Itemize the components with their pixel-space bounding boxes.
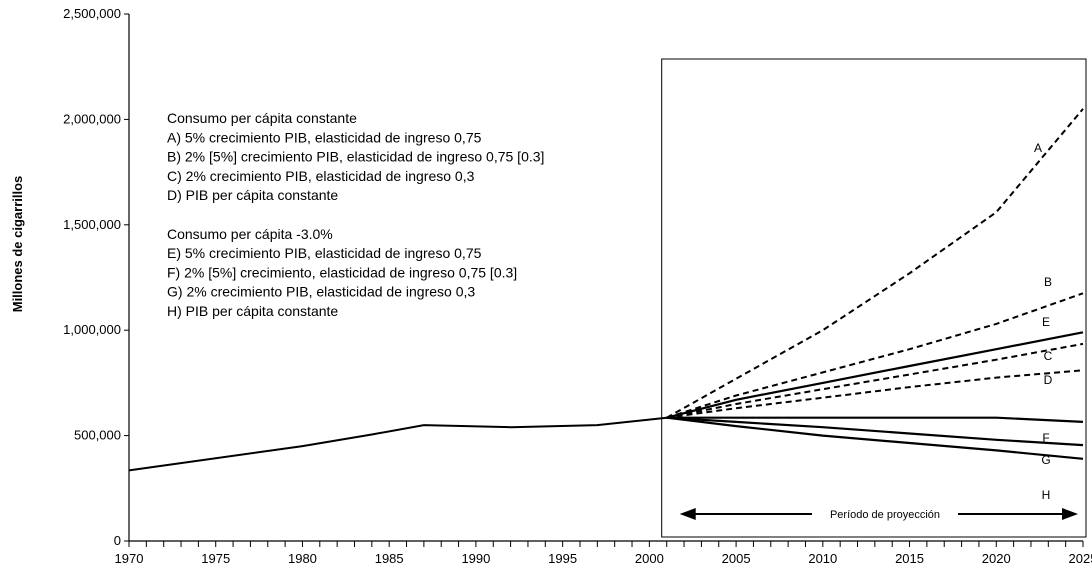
y-tick-label: 2,500,000 [63, 6, 121, 21]
series-label-h: H [1042, 488, 1051, 502]
legend-line: D) PIB per cápita constante [167, 187, 338, 203]
x-tick-label: 1990 [461, 551, 490, 566]
series-line-c [666, 342, 1084, 419]
legend-line: F) 2% [5%] crecimiento, elasticidad de i… [167, 264, 517, 280]
axes: 0 500,000 1,000,000 1,500,000 2,000,000 2,500… [63, 6, 1092, 566]
series-line-d [666, 369, 1084, 419]
x-tick-label: 2010 [808, 551, 837, 566]
legend: Consumo per cápita constante A) 5% crecim… [167, 110, 544, 319]
x-tick-label: 2015 [895, 551, 924, 566]
legend-line: G) 2% crecimiento PIB, elasticidad de in… [167, 284, 475, 300]
projection-box: Período de proyección [661, 58, 1087, 538]
legend-line: A) 5% crecimiento PIB, elasticidad de in… [167, 129, 482, 145]
y-tick-label: 1,500,000 [63, 217, 121, 232]
x-tick-label: 2025 [1069, 551, 1092, 566]
x-tick-label: 1985 [375, 551, 404, 566]
legend-line: Consumo per cápita -3.0% [167, 226, 333, 242]
series-label-d: D [1044, 373, 1053, 387]
x-tick-label: 1980 [288, 551, 317, 566]
x-tick-label: 1970 [115, 551, 144, 566]
historical-line [128, 416, 667, 472]
projection-arrow-right-head [1062, 508, 1078, 520]
x-tick-label: 2005 [722, 551, 751, 566]
series-label-e: E [1042, 315, 1050, 329]
y-tick-label: 2,000,000 [63, 111, 121, 126]
projection-label: Período de proyección [830, 509, 940, 521]
y-tick-label: 1,000,000 [63, 322, 121, 337]
series-line-g [666, 416, 1084, 447]
legend-line: H) PIB per cápita constante [167, 303, 338, 319]
series-line-b [666, 292, 1084, 419]
projection-frame [661, 58, 1087, 538]
x-tick-label: 2020 [982, 551, 1011, 566]
series-label-c: C [1044, 349, 1053, 363]
series-label-b: B [1044, 275, 1052, 289]
legend-line: B) 2% [5%] crecimiento PIB, elasticidad … [167, 149, 544, 165]
legend-line: Consumo per cápita constante [167, 110, 357, 126]
x-tick-label: 2000 [635, 551, 664, 566]
series-labels: A B E CD FG H [1034, 141, 1053, 502]
legend-line: C) 2% crecimiento PIB, elasticidad de in… [167, 168, 475, 184]
series-line-e [666, 331, 1084, 419]
series-line-f [666, 416, 1084, 423]
x-tick-label: 1975 [201, 551, 230, 566]
series-line-h [666, 416, 1084, 460]
y-tick-label: 500,000 [74, 428, 121, 443]
series-label-a: A [1034, 141, 1042, 155]
y-axis-label: Millones de cigarrillos [10, 176, 25, 313]
series-line-a [666, 108, 1084, 419]
series-group [128, 108, 1084, 472]
legend-line: E) 5% crecimiento PIB, elasticidad de in… [167, 245, 482, 261]
y-tick-label: 0 [114, 533, 121, 548]
projection-arrow-left-head [679, 508, 696, 520]
x-tick-label: 1995 [548, 551, 577, 566]
series-label-f: F [1042, 431, 1049, 445]
series-label-g: G [1041, 453, 1050, 467]
